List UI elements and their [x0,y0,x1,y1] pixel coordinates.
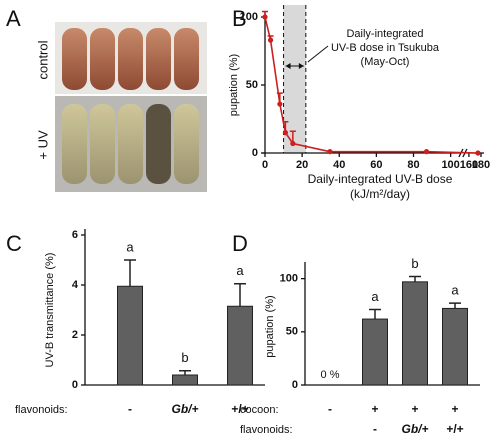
category-label: + [451,402,458,416]
bar [402,281,428,386]
y-tick-label: 4 [72,279,79,291]
y-tick-label: 0 [72,379,78,391]
point [327,149,333,155]
error-bar [179,370,191,375]
annotation: Daily-integrated [346,28,423,40]
line [264,16,478,154]
bar [442,307,468,386]
panel-letter: C [6,231,22,256]
point [475,150,481,156]
y-tick-label: 100 [240,11,258,23]
x-tick-label: 0 [262,159,268,171]
significance-letter: a [451,283,459,298]
error-bar [234,283,246,307]
y-axis-label: UV-B transmittance (%) [44,253,56,368]
category-label: - [128,402,132,416]
category-label: - [328,402,332,416]
bar [227,305,253,386]
category-label: + [371,402,378,416]
x-tick-label: 60 [370,159,382,171]
category-label: +/+ [231,402,248,416]
x-tick-label: 20 [296,159,308,171]
point [282,130,289,136]
significance-letter: a [236,263,244,278]
bar [362,318,388,386]
significance-letter: b [181,350,188,365]
x-axis-label: Daily-integrated UV-B dose [308,172,453,186]
pupae-control [62,28,199,90]
y-tick-label: 100 [280,273,298,285]
panel-letter: D [232,231,248,256]
photo-label: control [35,40,50,79]
y-tick-label: 0 [252,147,258,159]
point [277,101,283,107]
photo-label: + UV [35,130,50,160]
row-label: cocoon: [240,404,279,416]
panel-letter: A [6,6,21,31]
annotation: (May-Oct) [361,56,410,68]
x-tick-label: 160 [460,159,478,171]
panel-letter: B [232,6,247,31]
error-bar [124,259,136,287]
x-tick-label: 180 [472,159,490,171]
bar [172,374,198,386]
significance-letter: b [411,256,418,271]
row-label: flavonoids: [15,404,68,416]
bar [117,285,143,386]
y-tick-label: 6 [72,229,78,241]
y-axis-label: pupation (%) [264,295,276,357]
pointer [307,45,329,63]
y-tick-label: 0 [292,379,298,391]
point [262,14,268,20]
error-bar [409,275,421,282]
error-bar [369,308,381,320]
significance-letter: a [126,239,134,254]
value-label: 0 % [321,369,340,381]
annotation: UV-B dose in Tsukuba [331,42,440,54]
category-label: + [411,402,418,416]
point [290,140,296,147]
x-axis-units: (kJ/m²/day) [350,187,410,201]
category-label: +/+ [446,422,463,436]
x-tick-label: 100 [441,159,459,171]
y-tick-label: 50 [286,326,298,338]
error-bar [449,302,461,309]
y-tick-label: 50 [246,79,258,91]
arrow-head [285,63,304,69]
x-tick-label: 40 [333,159,345,171]
pupae-uv [62,104,199,184]
y-tick-label: 2 [72,329,78,341]
point [267,37,274,43]
row-label: flavonoids: [240,424,293,436]
point [423,149,430,155]
significance-letter: a [371,289,379,304]
y-axis-label: pupation (%) [228,54,240,116]
x-tick-label: 80 [407,159,419,171]
category-label: Gb/+ [171,402,198,416]
shaded-range [283,5,306,153]
category-label: Gb/+ [401,422,428,436]
category-label: - [373,422,377,436]
